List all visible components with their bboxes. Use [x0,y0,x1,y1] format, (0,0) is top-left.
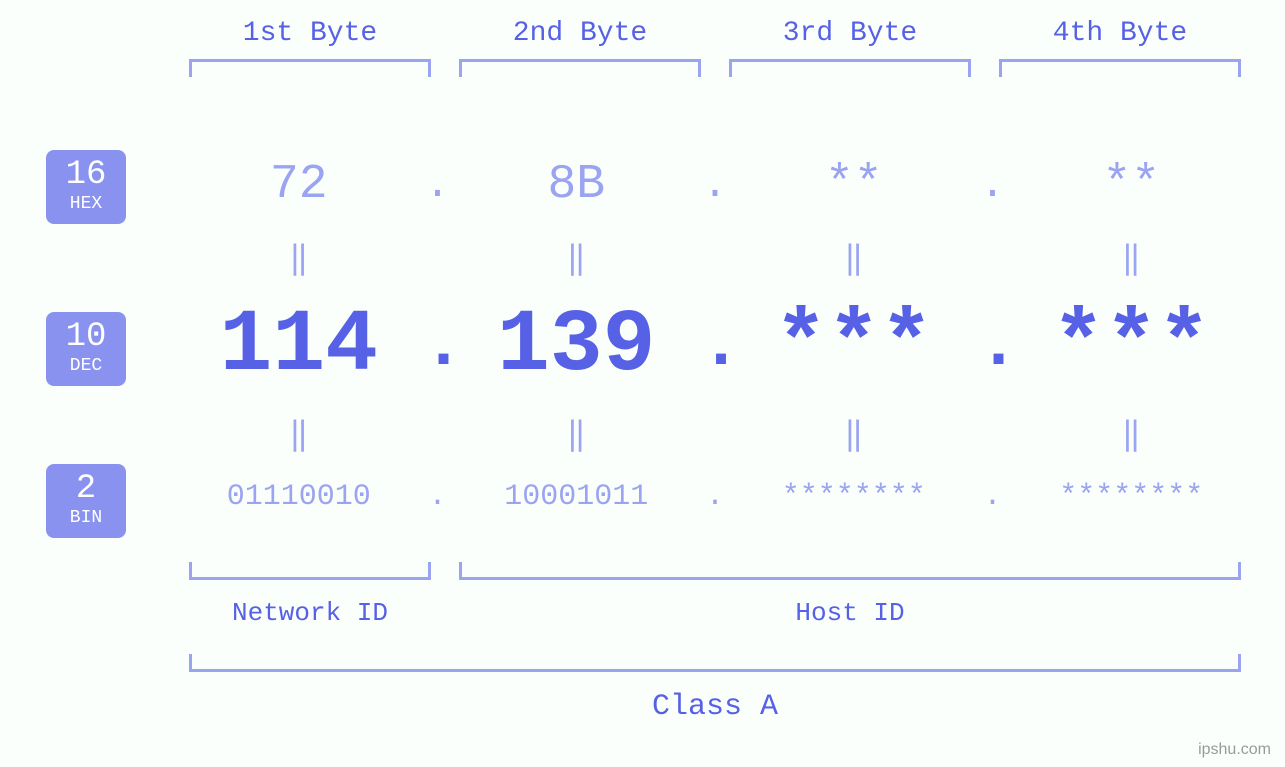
byte-header-4: 4th Byte [985,18,1255,77]
eq-2-3: ‖ [730,414,978,454]
bracket-top-2 [459,59,701,77]
hex-sep-1: . [423,161,453,209]
byte-label-2: 2nd Byte [445,18,715,49]
badge-dec-txt: DEC [46,356,126,376]
bin-sep-2: . [700,480,730,514]
lower-brackets: Network ID Host ID Class A [175,562,1255,724]
hex-sep-2: . [700,161,730,209]
byte-label-1: 1st Byte [175,18,445,49]
badge-bin: 2 BIN [46,464,126,538]
dec-byte-1: 114 [175,297,423,396]
bracket-network [189,562,431,580]
eq-2-1: ‖ [175,414,423,454]
eq-1-1: ‖ [175,238,423,278]
dec-sep-2: . [700,307,730,386]
badge-hex: 16 HEX [46,150,126,224]
badge-hex-num: 16 [46,158,126,192]
value-rows: 72 . 8B . ** . ** ‖ ‖ ‖ ‖ 114 . 139 . **… [175,150,1255,522]
badge-bin-num: 2 [46,472,126,506]
host-id-label: Host ID [445,598,1255,628]
hex-row: 72 . 8B . ** . ** [175,150,1255,220]
eq-1-2: ‖ [453,238,701,278]
bin-sep-1: . [423,480,453,514]
net-host-row: Network ID Host ID [175,562,1255,628]
dec-byte-3: *** [730,297,978,396]
base-badges: 16 HEX 10 DEC 2 BIN [46,150,126,626]
bin-sep-3: . [978,480,1008,514]
class-label: Class A [175,690,1255,724]
hex-byte-1: 72 [175,158,423,212]
bracket-class [189,654,1241,672]
dec-sep-1: . [423,307,453,386]
dec-byte-2: 139 [453,297,701,396]
bin-row: 01110010 . 10001011 . ******** . *******… [175,472,1255,522]
bin-byte-2: 10001011 [453,480,701,514]
byte-headers-row: 1st Byte 2nd Byte 3rd Byte 4th Byte [175,18,1255,77]
badge-dec: 10 DEC [46,312,126,386]
bin-byte-4: ******** [1008,480,1256,514]
eq-row-2: ‖ ‖ ‖ ‖ [175,404,1255,464]
watermark: ipshu.com [1198,741,1271,759]
bin-byte-1: 01110010 [175,480,423,514]
byte-header-1: 1st Byte [175,18,445,77]
byte-header-2: 2nd Byte [445,18,715,77]
network-id-col: Network ID [175,562,445,628]
network-id-label: Network ID [175,598,445,628]
bracket-top-4 [999,59,1241,77]
hex-byte-4: ** [1008,158,1256,212]
eq-2-4: ‖ [1008,414,1256,454]
dec-row: 114 . 139 . *** . *** [175,296,1255,396]
hex-byte-3: ** [730,158,978,212]
eq-1-3: ‖ [730,238,978,278]
dec-sep-3: . [978,307,1008,386]
bracket-host [459,562,1241,580]
host-id-col: Host ID [445,562,1255,628]
byte-label-3: 3rd Byte [715,18,985,49]
byte-header-3: 3rd Byte [715,18,985,77]
eq-2-2: ‖ [453,414,701,454]
class-row: Class A [175,654,1255,724]
badge-dec-num: 10 [46,320,126,354]
byte-label-4: 4th Byte [985,18,1255,49]
hex-byte-2: 8B [453,158,701,212]
badge-hex-txt: HEX [46,194,126,214]
eq-1-4: ‖ [1008,238,1256,278]
bracket-top-3 [729,59,971,77]
bracket-top-1 [189,59,431,77]
badge-bin-txt: BIN [46,508,126,528]
dec-byte-4: *** [1008,297,1256,396]
hex-sep-3: . [978,161,1008,209]
bin-byte-3: ******** [730,480,978,514]
eq-row-1: ‖ ‖ ‖ ‖ [175,228,1255,288]
